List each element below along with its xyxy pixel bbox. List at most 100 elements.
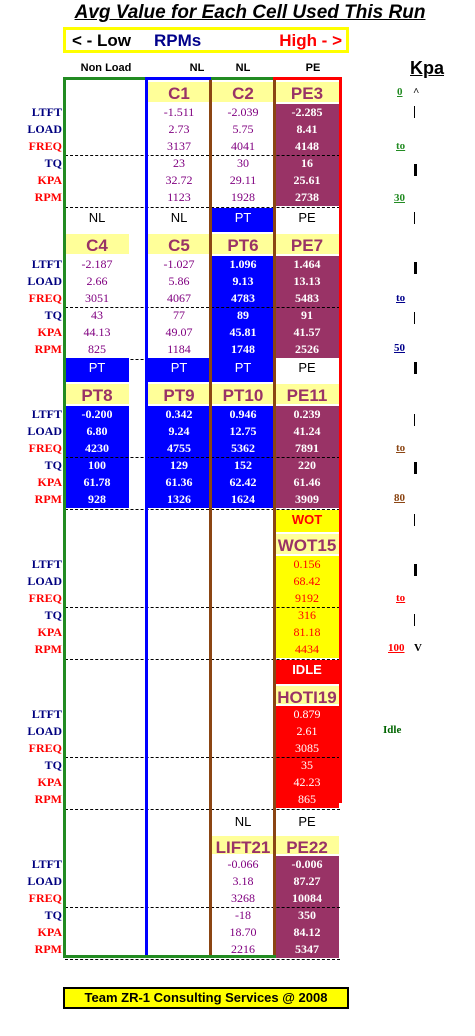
- cell-value-ltft: -0.200: [81, 407, 113, 421]
- kpa-label-0: 0: [397, 86, 403, 98]
- cell-name-lift21: LIFT21: [211, 834, 275, 857]
- cell-value-load: 9.13: [232, 274, 254, 288]
- cell-value-load: 2.66: [86, 274, 108, 288]
- row-label-kpa: KPA: [37, 475, 62, 489]
- cell-value-tq: 91: [301, 308, 313, 322]
- cell-header-pe11: PE: [275, 358, 339, 382]
- col-header-nl-2: NL: [235, 62, 251, 74]
- cell-header-pt8: PT: [65, 358, 129, 382]
- cell-value-ltft: -0.066: [227, 857, 259, 871]
- row-label-load: LOAD: [27, 274, 62, 288]
- cell-value-ltft: -2.285: [291, 105, 323, 119]
- row-label-tq: TQ: [44, 908, 62, 922]
- row-label-kpa: KPA: [37, 625, 62, 639]
- cell-name-pt6: PT6: [211, 232, 275, 256]
- kpa-label-to: to: [396, 140, 406, 152]
- row-label-load: LOAD: [27, 874, 62, 888]
- cell-name-pe3: PE3: [275, 80, 339, 104]
- block-divider: [65, 659, 340, 660]
- kpa-scale-title: Kpa: [410, 58, 445, 78]
- row-label-tq: TQ: [44, 758, 62, 772]
- col-border-brown-2: [273, 77, 276, 957]
- cell-name-c4: C4: [65, 232, 129, 256]
- cell-header-wot15: WOT: [275, 510, 339, 532]
- col-border-blue: [145, 77, 148, 957]
- cell-value-tq: 89: [237, 308, 249, 322]
- kpa-scale-bar: [414, 312, 415, 324]
- cell-value-kpa: 42.23: [293, 775, 321, 789]
- kpa-scale-bar: [414, 212, 415, 224]
- cell-value-tq: 129: [170, 458, 188, 472]
- kpa-scale-bar: [414, 514, 415, 526]
- cell-value-rpm: 2526: [295, 342, 319, 356]
- grid-top-border-red: [273, 77, 342, 80]
- cell-value-tq: 77: [173, 308, 185, 322]
- row-label-kpa: KPA: [37, 925, 62, 939]
- kpa-label-80: 80: [394, 492, 405, 504]
- cell-value-tq: 100: [88, 458, 106, 472]
- cell-value-kpa: 32.72: [165, 173, 193, 187]
- col-header-nl-1: NL: [189, 62, 205, 74]
- cell-value-tq: 35: [301, 758, 313, 772]
- cell-value-ltft: -2.039: [227, 105, 259, 119]
- cell-value-load: 8.41: [296, 122, 318, 136]
- cell-value-kpa: 25.61: [293, 173, 321, 187]
- cell-name-c2: C2: [211, 80, 275, 104]
- cell-value-load: 87.27: [293, 874, 321, 888]
- cell-header-pt6: PT: [211, 208, 275, 232]
- cell-value-rpm: 1123: [167, 190, 191, 204]
- cell-header-pt10: PT: [211, 358, 275, 382]
- block-divider: [65, 509, 340, 510]
- kpa-label-to: to: [396, 442, 406, 454]
- cell-value-freq: 3085: [295, 741, 319, 755]
- cell-value-freq: 5483: [295, 291, 319, 305]
- cell-value-kpa: 81.18: [293, 625, 321, 639]
- cell-value-tq: 23: [173, 156, 185, 170]
- cell-value-rpm: 1184: [167, 342, 191, 356]
- row-label-ltft: LTFT: [31, 857, 62, 871]
- grid-bottom-border: [63, 955, 276, 958]
- cell-header-hoti19: IDLE: [275, 660, 339, 684]
- footer-credit: Team ZR-1 Consulting Services @ 2008: [63, 987, 349, 1009]
- kpa-scale-bar: [414, 564, 417, 576]
- cell-name-c5: C5: [147, 232, 211, 256]
- cell-value-rpm: 1624: [231, 492, 255, 506]
- block-divider: [65, 809, 340, 810]
- cell-value-kpa: 62.42: [229, 475, 257, 489]
- cell-value-kpa: 84.12: [293, 925, 321, 939]
- row-label-freq: FREQ: [28, 291, 62, 305]
- row-label-tq: TQ: [44, 458, 62, 472]
- col-border-brown: [209, 77, 212, 957]
- cell-name-pt8: PT8: [65, 382, 129, 406]
- cell-value-freq: 4230: [85, 441, 109, 455]
- cell-value-ltft: 1.096: [229, 257, 257, 271]
- block-divider: [65, 959, 340, 960]
- cell-value-ltft: -1.027: [163, 257, 195, 271]
- cell-value-rpm: 1748: [231, 342, 255, 356]
- cell-value-load: 2.61: [296, 724, 318, 738]
- cell-value-rpm: 825: [88, 342, 106, 356]
- row-divider: [65, 457, 340, 458]
- cell-value-kpa: 49.07: [165, 325, 193, 339]
- cell-value-rpm: 1326: [167, 492, 191, 506]
- cell-value-freq: 4067: [167, 291, 191, 305]
- cell-value-freq: 4041: [231, 139, 255, 153]
- kpa-label-idle: Idle: [383, 724, 402, 736]
- legend-high: High - >: [279, 31, 342, 50]
- row-label-ltft: LTFT: [31, 105, 62, 119]
- row-divider: [65, 307, 340, 308]
- cell-value-load: 2.73: [168, 122, 190, 136]
- cell-value-tq: 43: [91, 308, 103, 322]
- cell-name-pe22: PE22: [275, 834, 339, 857]
- row-label-kpa: KPA: [37, 775, 62, 789]
- row-label-freq: FREQ: [28, 741, 62, 755]
- cell-value-load: 9.24: [168, 424, 190, 438]
- row-label-load: LOAD: [27, 424, 62, 438]
- row-label-load: LOAD: [27, 724, 62, 738]
- kpa-caret-down: V: [414, 642, 422, 654]
- cell-value-load: 13.13: [293, 274, 321, 288]
- cell-value-tq: 152: [234, 458, 252, 472]
- kpa-scale-bar: [414, 462, 417, 474]
- legend-low: < - Low: [72, 31, 132, 50]
- row-label-rpm: RPM: [34, 942, 62, 956]
